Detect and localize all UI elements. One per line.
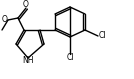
Text: Cl: Cl	[66, 53, 74, 62]
Text: OCH₃: OCH₃	[0, 26, 1, 35]
Text: NH: NH	[22, 56, 34, 65]
Text: O: O	[1, 15, 7, 24]
Text: O: O	[23, 0, 29, 9]
Text: Cl: Cl	[99, 32, 107, 41]
